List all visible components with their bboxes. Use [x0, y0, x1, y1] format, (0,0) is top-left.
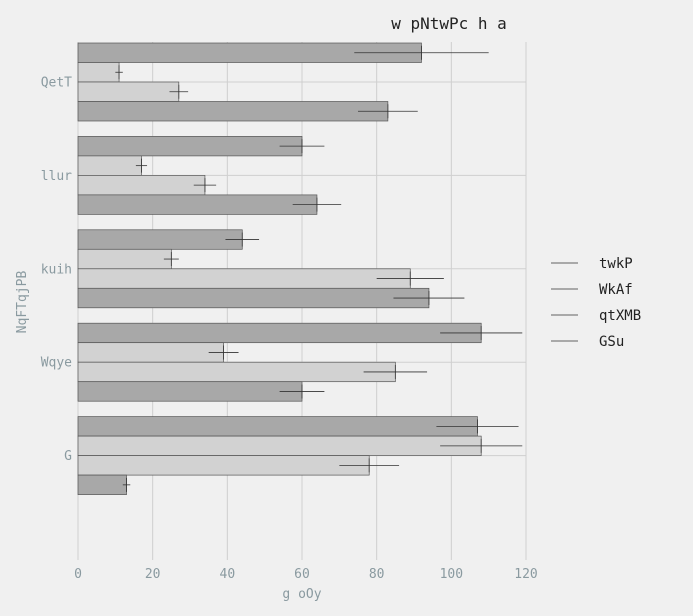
bar: [77, 175, 206, 196]
x-tick-label: 120: [514, 567, 537, 582]
bar: [77, 381, 303, 402]
tick-layer: 0 20 40 60 80 100 120 QetT llur kuih Wqye G: [41, 76, 538, 583]
x-axis-title: g oOy: [282, 587, 321, 602]
bar: [77, 194, 318, 215]
bar: [77, 62, 120, 83]
bar: [77, 81, 180, 102]
bar: [77, 361, 396, 383]
bar: [77, 342, 224, 363]
x-tick-label: 80: [369, 567, 385, 582]
bar: [77, 268, 411, 289]
y-tick-label: Wqye: [41, 356, 72, 371]
legend: twkP WkAf qtXMB GSu: [551, 256, 641, 350]
x-tick-label: 20: [145, 567, 161, 582]
bar: [77, 101, 389, 122]
legend-label: WkAf: [599, 282, 633, 298]
bar: [77, 455, 370, 476]
y-tick-label: QetT: [41, 76, 72, 91]
legend-label: twkP: [599, 256, 633, 272]
y-axis-title: NqFTqjPB: [15, 271, 30, 334]
x-tick-label: 40: [220, 567, 236, 582]
y-tick-label: llur: [41, 169, 72, 184]
x-tick-label: 60: [294, 567, 310, 582]
y-tick-label: G: [64, 449, 72, 464]
legend-label: qtXMB: [599, 308, 641, 324]
bar: [77, 229, 243, 250]
bar: [77, 136, 303, 157]
chart-title: w pNtwPc h a: [391, 14, 507, 33]
bar: [77, 416, 478, 437]
bar: [77, 155, 142, 176]
error-bar-layer: [115, 45, 523, 492]
y-tick-label: kuih: [41, 262, 72, 277]
bar: [77, 322, 482, 344]
bar: [77, 474, 127, 495]
x-tick-label: 0: [74, 567, 82, 582]
legend-label: GSu: [599, 334, 624, 350]
bar: [77, 435, 482, 456]
x-tick-label: 100: [440, 567, 463, 582]
bar: [77, 287, 430, 309]
bar-layer: [77, 42, 482, 495]
bar: [77, 248, 172, 270]
